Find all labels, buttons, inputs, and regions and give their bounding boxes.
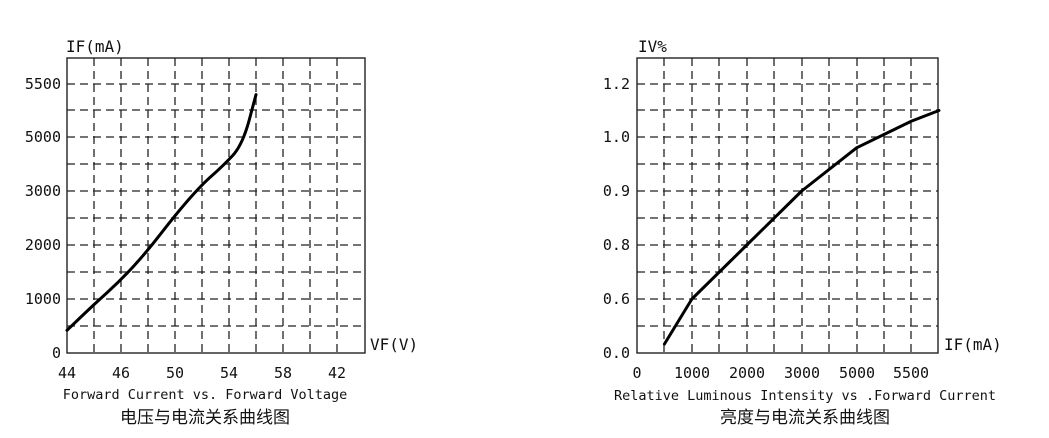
chart1-x-tick-label: 50 <box>166 364 184 382</box>
chart2-y-ticks: 0.0 0.6 0.8 0.9 1.0 1.2 <box>603 75 630 362</box>
chart1-caption-zh: 电压与电流关系曲线图 <box>120 408 290 428</box>
chart2-x-axis-title: IF(mA) <box>944 335 1002 354</box>
chart-luminous-intensity-vs-current: 0.0 0.6 0.8 0.9 1.0 1.2 0 1000 2000 3000 5000 5500… <box>603 37 1002 428</box>
chart1-grid <box>67 58 365 353</box>
chart1-series <box>65 93 258 332</box>
chart2-y-tick-label: 0.6 <box>603 290 630 308</box>
chart2-y-tick-label: 1.0 <box>603 128 630 146</box>
chart2-x-tick-label: 2000 <box>729 364 765 382</box>
chart2-x-tick-label: 5500 <box>893 364 929 382</box>
chart2-x-tick-label: 3000 <box>784 364 820 382</box>
chart2-caption-en: Relative Luminous Intensity vs .Forward … <box>614 388 996 404</box>
chart2-x-ticks: 0 1000 2000 3000 5000 5500 <box>632 364 929 382</box>
chart2-frame <box>636 57 939 354</box>
chart1-series-line <box>65 93 258 332</box>
chart1-y-tick-label: 2000 <box>25 236 61 254</box>
chart2-y-tick-label: 1.2 <box>603 75 630 93</box>
chart2-x-tick-label: 5000 <box>839 364 875 382</box>
chart2-y-axis-title: IV% <box>638 37 667 56</box>
chart1-frame <box>66 57 366 354</box>
chart1-y-tick-label: 0 <box>52 344 61 362</box>
chart1-x-tick-label: 58 <box>274 364 292 382</box>
chart2-caption-zh: 亮度与电流关系曲线图 <box>720 408 890 428</box>
chart1-y-ticks: 0 1000 2000 3000 5000 5500 <box>25 75 61 362</box>
chart2-series <box>662 109 941 346</box>
chart1-y-axis-title: IF(mA) <box>66 37 124 56</box>
chart2-series-line <box>662 109 941 346</box>
chart1-x-tick-label: 46 <box>112 364 130 382</box>
chart2-y-tick-label: 0.0 <box>603 344 630 362</box>
chart1-x-tick-label: 54 <box>220 364 238 382</box>
chart2-x-tick-label: 0 <box>632 364 641 382</box>
chart2-x-tick-label: 1000 <box>674 364 710 382</box>
chart1-x-tick-label: 42 <box>328 364 346 382</box>
chart1-y-tick-label: 5500 <box>25 75 61 93</box>
chart2-y-tick-label: 0.9 <box>603 182 630 200</box>
chart-forward-current-vs-voltage: 0 1000 2000 3000 5000 5500 44 46 50 54 58 42 IF(mA… <box>25 37 418 428</box>
chart1-y-tick-label: 5000 <box>25 128 61 146</box>
chart1-x-ticks: 44 46 50 54 58 42 <box>58 364 346 382</box>
chart1-y-tick-label: 3000 <box>25 182 61 200</box>
chart2-grid <box>637 58 938 353</box>
chart1-y-tick-label: 1000 <box>25 290 61 308</box>
chart2-y-tick-label: 0.8 <box>603 236 630 254</box>
chart1-caption-en: Forward Current vs. Forward Voltage <box>63 387 347 403</box>
chart1-x-tick-label: 44 <box>58 364 76 382</box>
chart1-x-axis-title: VF(V) <box>370 335 418 354</box>
